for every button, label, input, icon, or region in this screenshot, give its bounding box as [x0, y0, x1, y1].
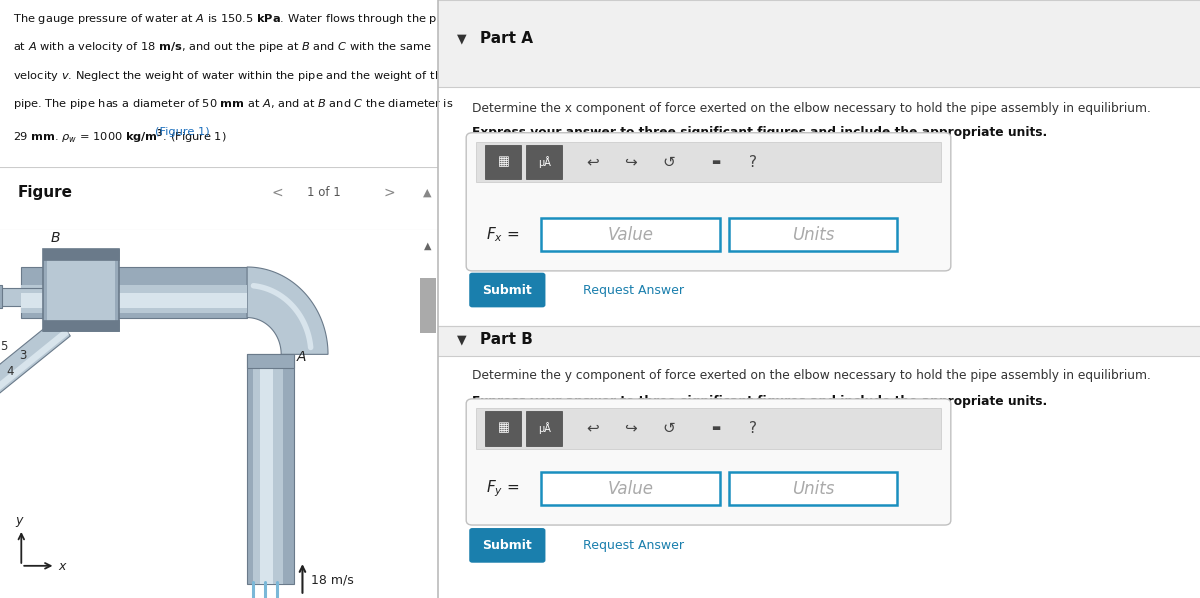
Bar [247, 355, 294, 584]
Bar [0, 285, 2, 309]
Bar [730, 218, 896, 251]
Bar [0, 288, 52, 306]
FancyBboxPatch shape [485, 145, 521, 179]
Bar [247, 355, 294, 368]
Bar [43, 249, 119, 331]
Text: ▼: ▼ [457, 333, 467, 346]
Text: Value: Value [607, 480, 654, 498]
Text: ↩: ↩ [587, 420, 599, 436]
Bar [47, 253, 115, 327]
Text: ↪: ↪ [624, 420, 637, 436]
Text: ↺: ↺ [662, 420, 676, 436]
Text: Part B: Part B [480, 332, 533, 347]
Text: Submit: Submit [482, 539, 533, 552]
FancyBboxPatch shape [466, 133, 950, 271]
FancyBboxPatch shape [466, 399, 950, 525]
Text: Determine the y component of force exerted on the elbow necessary to hold the pi: Determine the y component of force exert… [473, 369, 1151, 382]
Bar [22, 285, 247, 313]
Bar [420, 278, 436, 333]
Text: $F_x$ =: $F_x$ = [486, 225, 520, 244]
Text: ▦: ▦ [498, 155, 510, 169]
Text: ↺: ↺ [662, 154, 676, 170]
Text: ↪: ↪ [624, 154, 637, 170]
FancyBboxPatch shape [485, 411, 521, 446]
Bar [541, 218, 720, 251]
Bar [253, 355, 283, 584]
FancyBboxPatch shape [527, 145, 563, 179]
FancyBboxPatch shape [527, 411, 563, 446]
Text: Value: Value [607, 225, 654, 244]
Text: $x$: $x$ [58, 560, 67, 573]
Text: μÅ: μÅ [539, 422, 551, 434]
Bar [438, 0, 1200, 87]
Text: Part A: Part A [480, 31, 533, 47]
Text: <: < [271, 185, 283, 200]
Bar [438, 326, 1200, 356]
Bar [541, 472, 720, 505]
Bar [730, 472, 896, 505]
Text: $F_y$ =: $F_y$ = [486, 478, 520, 499]
Text: pipe. The pipe has a diameter of 50 $\bf{mm}$ at $\mathit{A}$, and at $\mathit{B: pipe. The pipe has a diameter of 50 $\bf… [13, 97, 454, 111]
Text: 5: 5 [0, 340, 7, 353]
Bar [476, 408, 941, 448]
Text: 3: 3 [19, 349, 26, 362]
Text: $A$: $A$ [296, 350, 307, 364]
Text: Units: Units [792, 480, 834, 498]
Text: ▦: ▦ [498, 422, 510, 435]
Text: 18 m/s: 18 m/s [311, 573, 354, 586]
Text: Request Answer: Request Answer [583, 539, 684, 552]
Polygon shape [247, 267, 328, 355]
Bar [43, 249, 119, 260]
Text: ▬: ▬ [712, 157, 721, 167]
Text: ▼: ▼ [457, 32, 467, 45]
Text: Units: Units [792, 225, 834, 244]
Text: Express your answer to three significant figures and include the appropriate uni: Express your answer to three significant… [473, 126, 1048, 139]
Text: (Figure 1): (Figure 1) [156, 127, 210, 138]
Polygon shape [0, 318, 71, 405]
Text: ↩: ↩ [587, 154, 599, 170]
Text: velocity $\mathit{v}$. Neglect the weight of water within the pipe and the weigh: velocity $\mathit{v}$. Neglect the weigh… [13, 69, 450, 83]
Text: Submit: Submit [482, 283, 533, 297]
Bar [22, 293, 247, 309]
Bar [476, 142, 941, 182]
Text: Request Answer: Request Answer [583, 283, 684, 297]
Text: 29 $\bf{mm}$. $\rho_w$ = 1000 $\bf{kg/m^3}$. (Figure 1): 29 $\bf{mm}$. $\rho_w$ = 1000 $\bf{kg/m^… [13, 127, 227, 146]
Text: ▲: ▲ [424, 241, 432, 251]
Text: >: > [383, 185, 395, 200]
Text: The gauge pressure of water at $\mathit{A}$ is 150.5 $\bf{kPa}$. Water flows thr: The gauge pressure of water at $\mathit{… [13, 12, 455, 26]
Text: $B$: $B$ [50, 231, 61, 245]
FancyBboxPatch shape [469, 528, 546, 563]
Text: ▲: ▲ [422, 188, 431, 197]
Bar [43, 320, 119, 331]
Text: ?: ? [749, 420, 757, 436]
Text: ▬: ▬ [712, 423, 721, 433]
Text: at $\mathit{A}$ with a velocity of 18 $\bf{m/s}$, and out the pipe at $\mathit{B: at $\mathit{A}$ with a velocity of 18 $\… [13, 40, 432, 54]
Text: Express your answer to three significant figures and include the appropriate uni: Express your answer to three significant… [473, 395, 1048, 408]
FancyBboxPatch shape [469, 273, 546, 307]
Text: ?: ? [749, 154, 757, 170]
Text: Figure: Figure [18, 185, 72, 200]
Bar [22, 267, 247, 318]
Bar [260, 355, 272, 584]
Text: Determine the x component of force exerted on the elbow necessary to hold the pi: Determine the x component of force exert… [473, 102, 1151, 115]
Text: 1 of 1: 1 of 1 [307, 186, 341, 199]
Text: 4: 4 [6, 365, 14, 378]
Text: μÅ: μÅ [539, 156, 551, 168]
Polygon shape [0, 329, 70, 403]
Text: $y$: $y$ [14, 515, 25, 529]
